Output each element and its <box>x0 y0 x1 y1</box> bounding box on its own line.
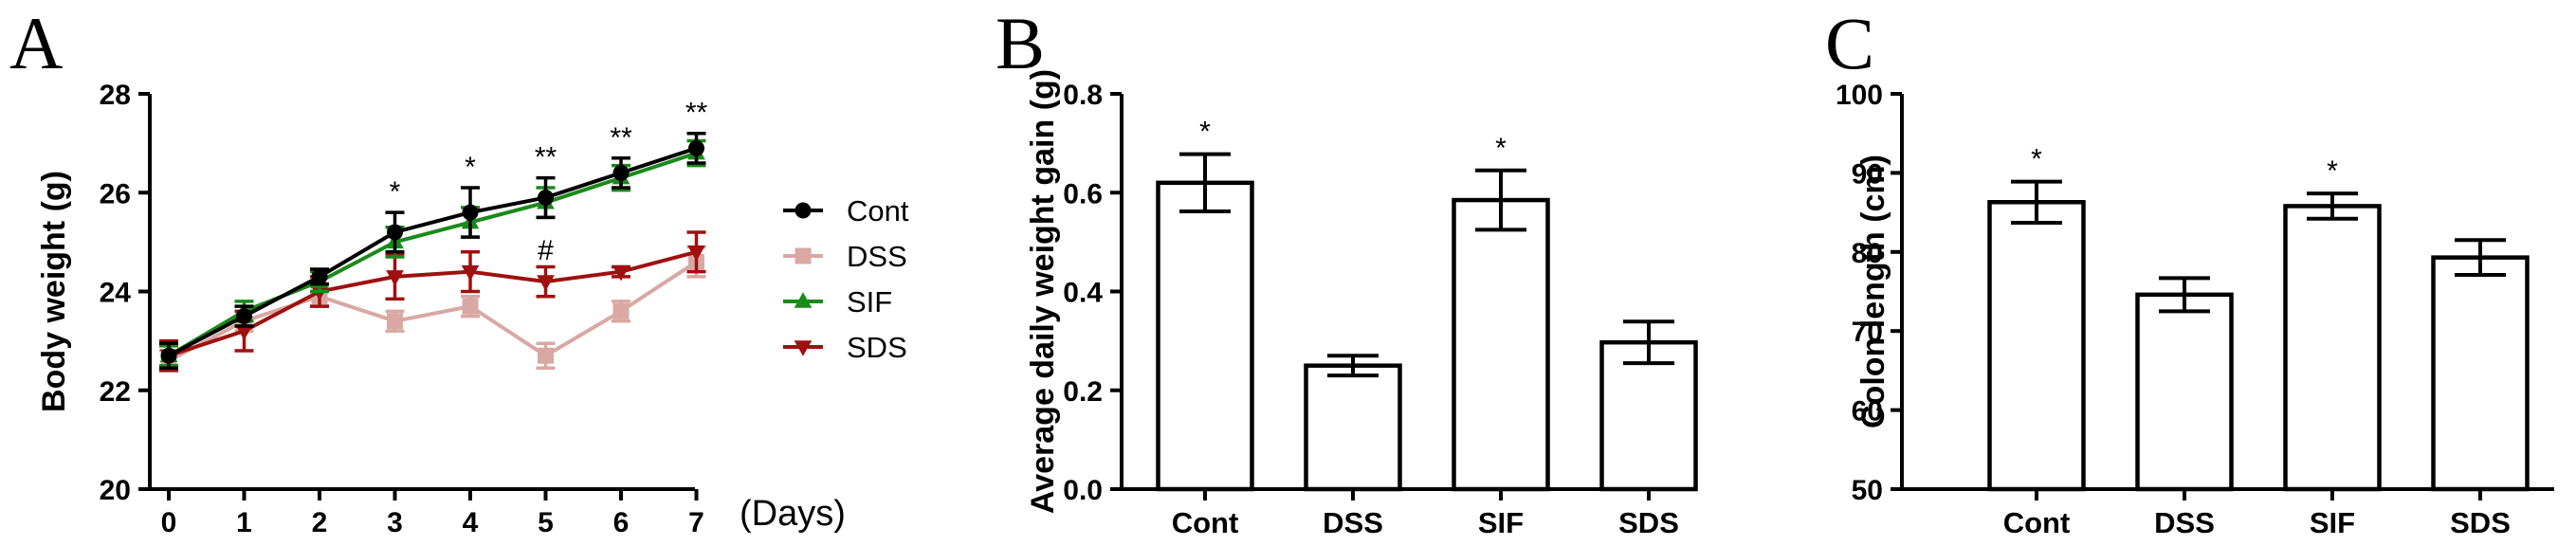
legend-marker-dss <box>795 247 812 264</box>
x-tick-label-a: 5 <box>538 507 554 538</box>
x-tick-label-a: 1 <box>236 507 252 538</box>
data-point-dss <box>612 302 630 319</box>
y-tick-label-c: 70 <box>1852 317 1883 348</box>
significance-marker-a: ** <box>610 122 632 154</box>
y-tick-label-b: 0.8 <box>1063 80 1103 111</box>
category-label-dss: DSS <box>2154 506 2215 539</box>
y-tick-label-b: 0.2 <box>1063 376 1103 408</box>
data-point-dss <box>462 298 479 315</box>
bar-dss <box>1304 363 1402 492</box>
significance-marker-a: ** <box>535 142 557 173</box>
significance-marker-c: * <box>2327 155 2338 187</box>
y-tick-label-c: 80 <box>1852 238 1883 269</box>
y-tick-label-c: 60 <box>1852 396 1883 428</box>
y-tick-label-a: 22 <box>100 376 131 408</box>
x-tick-label-a: 4 <box>463 507 479 538</box>
x-axis-title-a: (Days) <box>740 494 846 534</box>
significance-marker-b: * <box>1495 133 1507 164</box>
data-point-sds <box>687 246 705 262</box>
x-tick-label-a: 0 <box>161 507 177 538</box>
significance-marker-c: * <box>2031 144 2042 175</box>
panel-letter-b: B <box>996 2 1045 84</box>
significance-marker-b: * <box>1199 117 1211 148</box>
legend-label-cont: Cont <box>847 194 909 228</box>
y-tick-label-c: 50 <box>1852 475 1883 506</box>
y-tick-label-c: 90 <box>1852 158 1883 190</box>
series-line-sds <box>168 249 698 358</box>
category-label-sif: SIF <box>1478 506 1524 539</box>
bar-sds <box>2431 255 2530 492</box>
y-axis-title-c: Colon length (cm) <box>1855 155 1891 428</box>
y-axis-title-a: Body weight (g) <box>36 171 72 412</box>
data-point-dss <box>387 313 403 330</box>
series-line-sif <box>167 151 698 357</box>
panel-letter-a: A <box>9 2 63 84</box>
y-tick-label-a: 26 <box>100 178 131 209</box>
category-label-cont: Cont <box>2003 506 2071 539</box>
series-line-dss <box>168 260 698 363</box>
category-label-sds: SDS <box>1618 506 1679 539</box>
bar-sif <box>1452 197 1550 492</box>
category-label-dss: DSS <box>1323 506 1383 539</box>
bar-cont <box>1156 180 1254 492</box>
legend-label-dss: DSS <box>847 240 907 273</box>
data-point-cont <box>462 204 479 221</box>
data-point-cont <box>387 224 403 241</box>
data-point-cont <box>612 164 630 181</box>
legend-marker-cont <box>795 202 812 219</box>
category-label-cont: Cont <box>1172 506 1239 539</box>
y-tick-label-c: 100 <box>1836 80 1883 111</box>
legend-label-sif: SIF <box>847 285 892 318</box>
significance-marker-a: # <box>538 235 554 266</box>
x-tick-label-a: 7 <box>688 507 704 538</box>
legend-marker-sds <box>794 340 813 356</box>
data-point-sds <box>461 264 480 282</box>
bar-dss <box>2135 292 2234 492</box>
data-point-cont <box>538 189 554 206</box>
y-tick-label-a: 20 <box>100 475 131 506</box>
significance-marker-a: * <box>465 152 476 183</box>
legend-marker-sif <box>794 292 813 308</box>
data-point-sds <box>235 324 253 340</box>
x-tick-label-a: 3 <box>387 507 403 538</box>
x-tick-label-a: 2 <box>312 507 328 538</box>
significance-marker-a: * <box>390 176 401 208</box>
series-line-cont <box>168 146 698 358</box>
category-label-sds: SDS <box>2450 506 2511 539</box>
significance-marker-a: ** <box>685 98 708 129</box>
data-point-sds <box>537 275 555 291</box>
legend-label-sds: SDS <box>847 331 907 364</box>
y-tick-label-b: 0.4 <box>1063 278 1103 309</box>
data-point-cont <box>236 308 252 325</box>
data-point-sds <box>612 264 630 282</box>
data-point-sds <box>386 270 404 286</box>
bar-cont <box>1987 200 2086 492</box>
y-tick-label-b: 0.0 <box>1063 475 1103 506</box>
x-tick-label-a: 6 <box>613 507 630 538</box>
y-tick-label-a: 24 <box>100 278 132 309</box>
data-point-cont <box>311 268 328 285</box>
data-point-cont <box>688 139 704 156</box>
category-label-sif: SIF <box>2310 506 2355 539</box>
data-point-cont <box>160 347 177 364</box>
panel-letter-c: C <box>1825 2 1874 84</box>
y-tick-label-b: 0.6 <box>1063 178 1103 209</box>
y-tick-label-a: 28 <box>100 80 131 111</box>
y-axis-title-b: Average daily weight gain (g) <box>1025 69 1061 514</box>
data-point-dss <box>538 347 554 364</box>
bar-sif <box>2283 204 2382 492</box>
